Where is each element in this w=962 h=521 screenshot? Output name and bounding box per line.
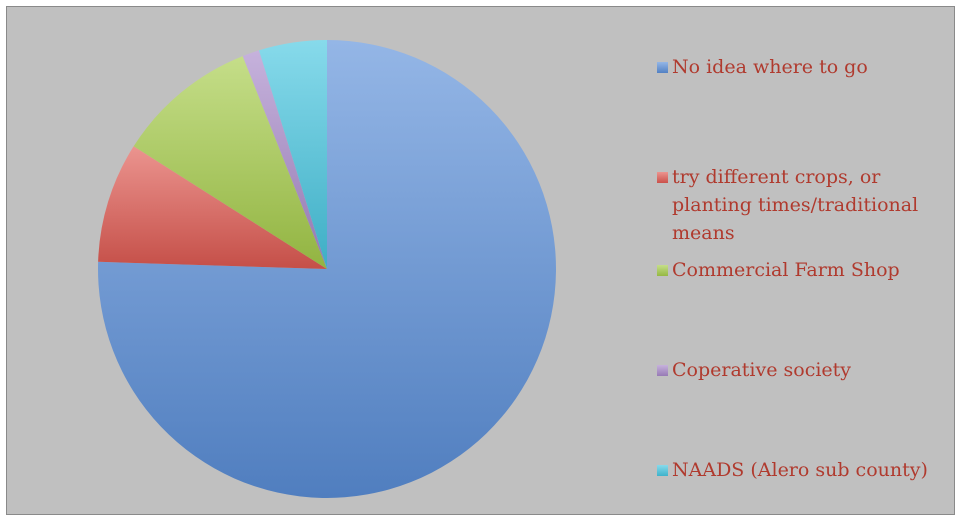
pie-chart (97, 40, 556, 498)
legend-item-coperative-society: Coperative society (657, 356, 952, 384)
legend-label: Commercial Farm Shop (672, 259, 900, 281)
pie-slice (98, 146, 327, 269)
chart-frame: No idea where to go try different crops,… (6, 6, 955, 515)
pie-slice (258, 40, 327, 269)
legend-swatch (657, 265, 668, 276)
legend-swatch (657, 365, 668, 376)
legend-label: Coperative society (672, 359, 852, 381)
legend-item-naads: NAADS (Alero sub county) (657, 456, 952, 484)
legend-item-commercial-farm-shop: Commercial Farm Shop (657, 256, 952, 284)
legend-swatch (657, 62, 668, 73)
legend-item-no-idea: No idea where to go (657, 53, 952, 81)
pie-slice (242, 50, 327, 270)
chart-legend: No idea where to go try different crops,… (657, 7, 957, 516)
legend-item-try-different-crops: try different crops, or planting times/t… (657, 163, 952, 247)
pie-slice (97, 40, 556, 498)
legend-swatch (657, 172, 668, 183)
pie-slice (133, 56, 327, 270)
legend-label: try different crops, or planting times/t… (672, 166, 919, 244)
legend-label: NAADS (Alero sub county) (672, 459, 928, 481)
legend-label: No idea where to go (672, 56, 868, 78)
legend-swatch (657, 465, 668, 476)
pie-slices (97, 40, 556, 498)
